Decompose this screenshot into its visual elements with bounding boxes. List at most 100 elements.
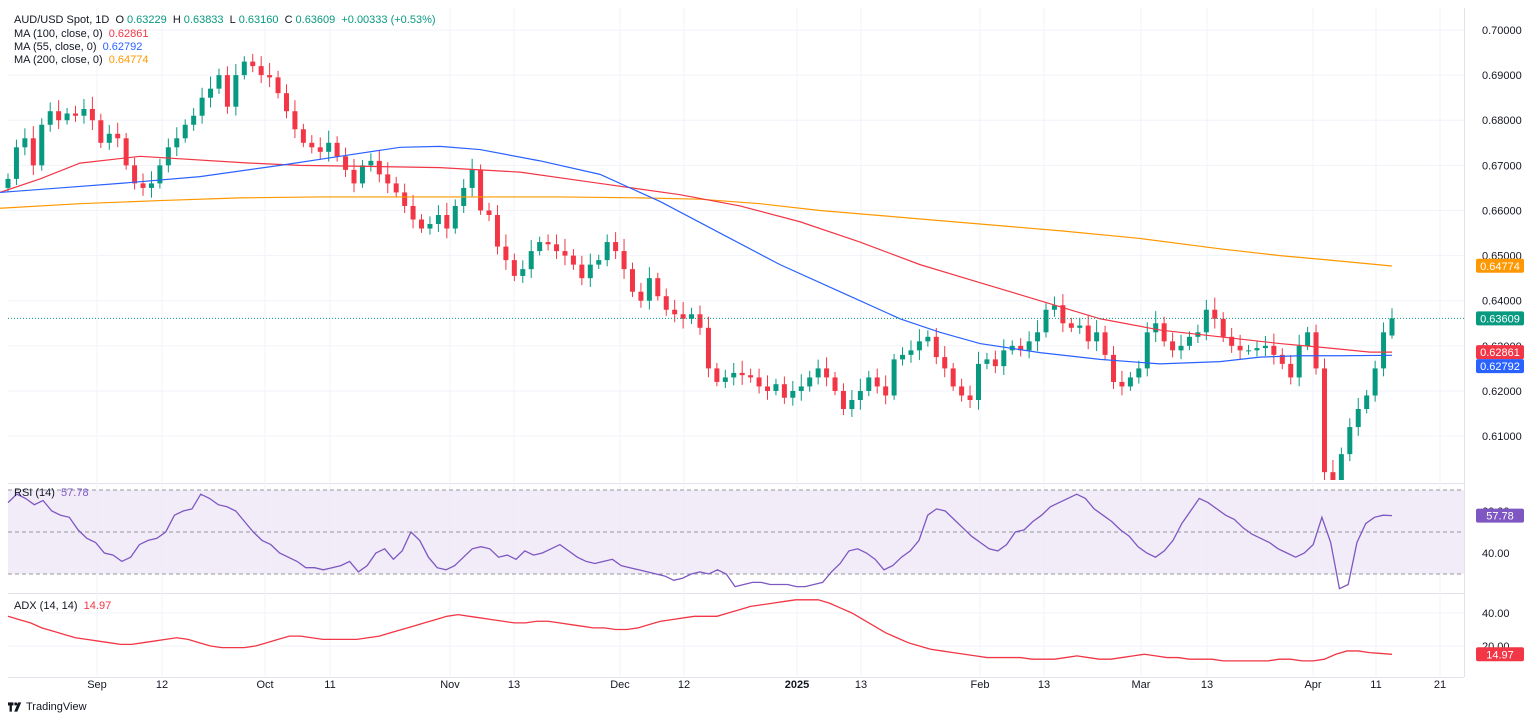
candle-body bbox=[832, 377, 838, 391]
candle-body bbox=[925, 336, 931, 342]
candle-body bbox=[89, 108, 95, 121]
ma-legend-100[interactable]: MA (100, close, 0) 0.62861 bbox=[14, 28, 149, 40]
candle-body bbox=[1296, 345, 1302, 378]
candle-body bbox=[697, 314, 703, 328]
candle-body bbox=[1212, 309, 1218, 319]
price-axis-tick-label: 0.61000 bbox=[1482, 431, 1522, 443]
adx-line bbox=[7, 599, 1393, 662]
time-axis-tick-label: 11 bbox=[324, 679, 335, 691]
brand-label: TradingView bbox=[26, 701, 87, 713]
candle-body bbox=[494, 214, 500, 247]
candle-body bbox=[689, 314, 695, 319]
candle-body bbox=[334, 142, 340, 157]
candle-body bbox=[1338, 454, 1344, 480]
candle-body bbox=[115, 133, 121, 139]
rsi-value: 57.78 bbox=[61, 487, 89, 499]
candle-body bbox=[47, 111, 53, 125]
candle-body bbox=[722, 377, 728, 382]
time-axis-line bbox=[8, 677, 1464, 678]
candle-body bbox=[368, 160, 374, 166]
rsi-label-badge bbox=[1476, 508, 1524, 523]
candle-body bbox=[1220, 318, 1226, 337]
adx-legend[interactable]: ADX (14, 14) 14.97 bbox=[14, 600, 112, 612]
candle-body bbox=[208, 88, 214, 98]
candle-body bbox=[1381, 332, 1387, 369]
ma100-value: 0.62861 bbox=[108, 28, 149, 40]
tradingview-brand[interactable]: TradingView bbox=[8, 701, 87, 713]
candle-body bbox=[1018, 345, 1024, 351]
candles-group bbox=[5, 53, 1395, 480]
price-axis-tick-label: 0.70000 bbox=[1482, 25, 1522, 37]
time-axis-tick-label: 2025 bbox=[785, 679, 809, 691]
price-axis-tick-label: 0.62000 bbox=[1482, 386, 1522, 398]
time-axis-tick-label: Nov bbox=[440, 679, 460, 691]
candle-body bbox=[579, 264, 585, 279]
candle-body bbox=[174, 138, 180, 148]
ma-legend-200[interactable]: MA (200, close, 0) 0.64774 bbox=[14, 54, 149, 66]
candle-body bbox=[106, 133, 112, 143]
candle-body bbox=[967, 395, 973, 400]
candle-body bbox=[773, 384, 779, 391]
candle-body bbox=[1305, 332, 1311, 346]
candle-body bbox=[596, 260, 602, 265]
ma-legend-55[interactable]: MA (55, close, 0) 0.62792 bbox=[14, 41, 143, 53]
candle-body bbox=[385, 174, 391, 184]
candle-body bbox=[1279, 354, 1285, 364]
price-label-text: 0.64774 bbox=[1480, 261, 1520, 273]
candle-body bbox=[258, 66, 264, 76]
candle-body bbox=[756, 377, 762, 387]
ma200-value: 0.64774 bbox=[108, 54, 149, 66]
candle-body bbox=[444, 214, 450, 229]
candle-body bbox=[1136, 368, 1142, 378]
candle-body bbox=[554, 244, 560, 252]
price-axis-line bbox=[1464, 8, 1465, 677]
candle-body bbox=[359, 165, 365, 184]
candle-body bbox=[1355, 409, 1361, 428]
candle-body bbox=[714, 368, 720, 382]
candle-body bbox=[1170, 341, 1176, 351]
candle-body bbox=[1262, 345, 1268, 349]
candle-body bbox=[748, 375, 754, 378]
candle-body bbox=[511, 260, 517, 276]
candle-body bbox=[672, 309, 678, 315]
candle-body bbox=[191, 115, 197, 125]
adx-axis-tick-label: 40.00 bbox=[1482, 608, 1510, 620]
rsi-legend[interactable]: RSI (14) 57.78 bbox=[14, 487, 89, 499]
candle-body bbox=[1094, 332, 1100, 342]
price-axis-tick-label: 0.68000 bbox=[1482, 115, 1522, 127]
candle-body bbox=[1127, 377, 1133, 387]
candle-body bbox=[1389, 318, 1395, 336]
candle-body bbox=[933, 336, 939, 358]
candle-body bbox=[765, 386, 771, 391]
candle-body bbox=[30, 138, 36, 166]
candle-body bbox=[1119, 381, 1125, 387]
candle-body bbox=[891, 359, 897, 396]
candle-body bbox=[1313, 332, 1319, 369]
candle-body bbox=[1203, 309, 1209, 333]
candle-body bbox=[157, 165, 163, 184]
tradingview-logo-icon bbox=[8, 702, 22, 712]
candle-body bbox=[1068, 323, 1074, 328]
candle-body bbox=[81, 108, 87, 116]
candle-body bbox=[908, 350, 914, 355]
candle-body bbox=[1347, 427, 1353, 455]
candle-body bbox=[250, 61, 256, 67]
candle-body bbox=[942, 357, 948, 369]
candle-body bbox=[452, 205, 458, 229]
candle-body bbox=[275, 77, 281, 94]
candle-body bbox=[1321, 368, 1327, 473]
time-axis-tick-label: Sep bbox=[87, 679, 107, 691]
candle-body bbox=[486, 210, 492, 215]
symbol-title[interactable]: AUD/USD Spot, 1D bbox=[14, 14, 110, 26]
candle-body bbox=[537, 242, 543, 252]
candle-body bbox=[866, 377, 872, 391]
candle-body bbox=[73, 113, 79, 116]
time-axis-tick-label: 11 bbox=[1370, 679, 1381, 691]
candle-body bbox=[663, 296, 669, 310]
candle-body bbox=[182, 124, 188, 139]
candle-body bbox=[503, 246, 509, 261]
close-value: 0.63609 bbox=[295, 14, 336, 26]
ohlc-legend: AUD/USD Spot, 1D O 0.63229 H 0.63833 L 0.63… bbox=[14, 14, 436, 26]
candle-body bbox=[1178, 345, 1184, 351]
